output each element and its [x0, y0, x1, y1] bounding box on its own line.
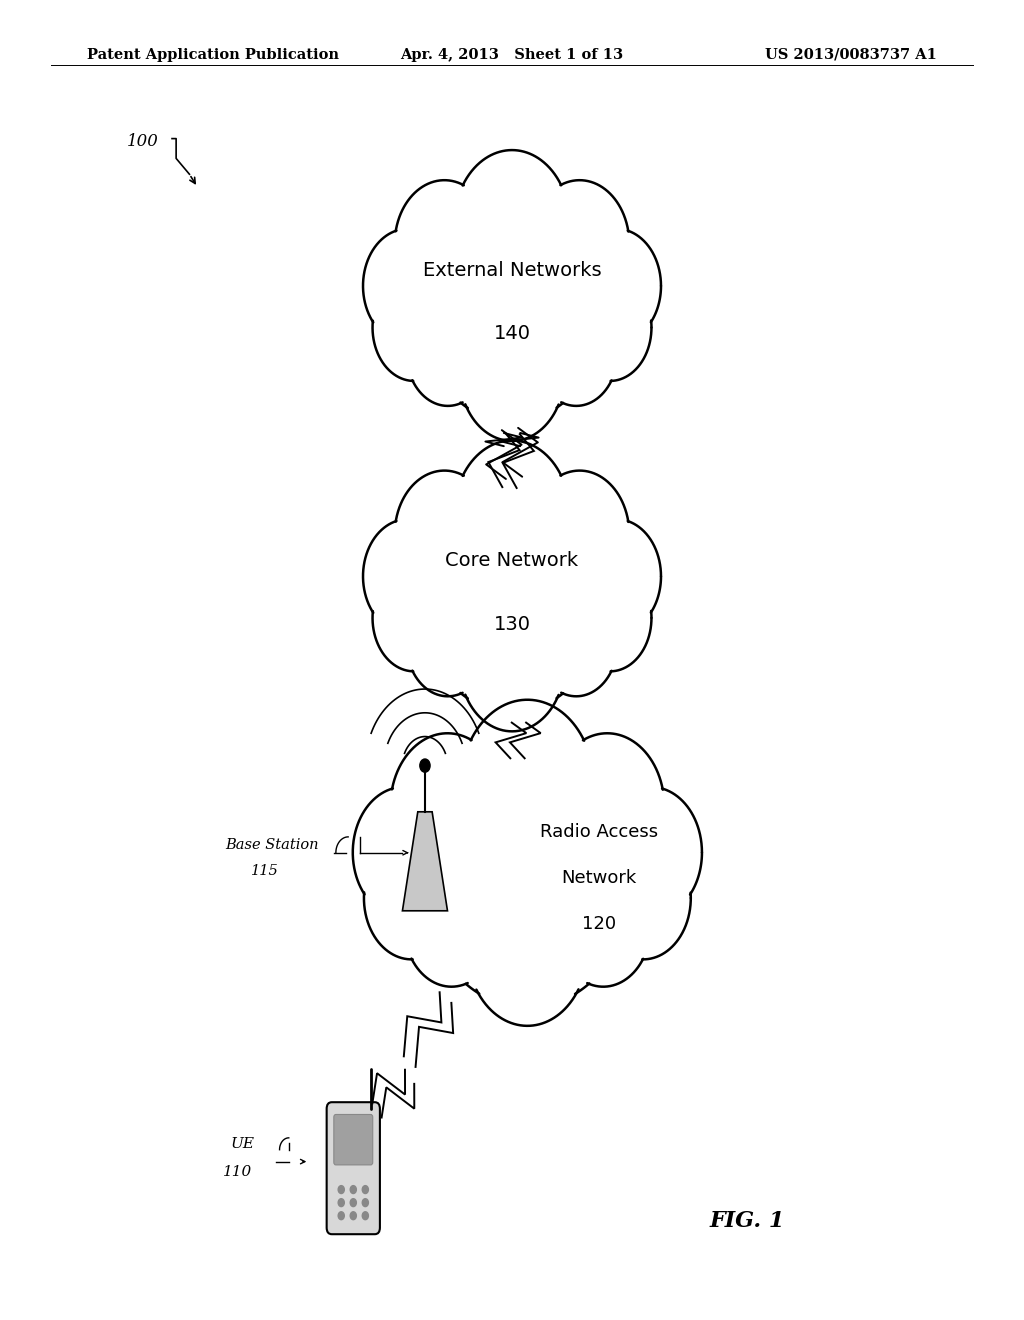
Text: FIG. 1: FIG. 1: [710, 1210, 785, 1232]
Text: 120: 120: [582, 915, 616, 933]
Polygon shape: [529, 181, 630, 309]
Polygon shape: [568, 275, 651, 381]
Circle shape: [362, 1185, 369, 1193]
Polygon shape: [353, 787, 455, 917]
Polygon shape: [461, 700, 594, 871]
Polygon shape: [373, 565, 456, 672]
Circle shape: [338, 1212, 344, 1220]
Text: 115: 115: [251, 865, 279, 878]
Circle shape: [350, 1185, 356, 1193]
Polygon shape: [402, 812, 447, 911]
Polygon shape: [416, 173, 608, 421]
Polygon shape: [460, 305, 564, 441]
Polygon shape: [454, 150, 570, 300]
Circle shape: [338, 1185, 344, 1193]
Polygon shape: [390, 734, 505, 880]
Polygon shape: [572, 228, 662, 343]
Polygon shape: [460, 595, 564, 731]
Text: 100: 100: [127, 133, 159, 149]
Circle shape: [362, 1212, 369, 1220]
Polygon shape: [407, 300, 489, 405]
Polygon shape: [417, 722, 639, 1007]
Circle shape: [338, 1199, 344, 1206]
Text: Patent Application Publication: Patent Application Publication: [87, 48, 339, 62]
Polygon shape: [550, 734, 665, 880]
Text: External Networks: External Networks: [423, 261, 601, 280]
Polygon shape: [416, 463, 608, 711]
FancyBboxPatch shape: [327, 1102, 380, 1234]
Polygon shape: [572, 519, 662, 634]
Polygon shape: [454, 441, 570, 590]
Circle shape: [420, 759, 430, 772]
Circle shape: [362, 1199, 369, 1206]
Polygon shape: [535, 300, 617, 405]
Text: 110: 110: [223, 1166, 253, 1179]
Polygon shape: [364, 519, 452, 634]
Circle shape: [350, 1199, 356, 1206]
Text: 140: 140: [494, 325, 530, 343]
Polygon shape: [403, 865, 499, 986]
Polygon shape: [373, 275, 456, 381]
Polygon shape: [407, 590, 489, 696]
Polygon shape: [529, 471, 630, 599]
Text: Network: Network: [561, 869, 637, 887]
FancyBboxPatch shape: [334, 1114, 373, 1164]
Text: Base Station: Base Station: [225, 838, 318, 851]
Polygon shape: [364, 837, 459, 960]
Polygon shape: [467, 870, 588, 1026]
Text: Radio Access: Radio Access: [540, 822, 658, 841]
Polygon shape: [364, 228, 452, 343]
Polygon shape: [600, 787, 702, 917]
Polygon shape: [596, 837, 691, 960]
Polygon shape: [556, 865, 651, 986]
Text: Core Network: Core Network: [445, 552, 579, 570]
Text: US 2013/0083737 A1: US 2013/0083737 A1: [765, 48, 937, 62]
Text: UE: UE: [230, 1138, 254, 1151]
Polygon shape: [535, 590, 617, 696]
Text: Apr. 4, 2013   Sheet 1 of 13: Apr. 4, 2013 Sheet 1 of 13: [400, 48, 624, 62]
Polygon shape: [568, 565, 651, 672]
Circle shape: [350, 1212, 356, 1220]
Polygon shape: [394, 471, 495, 599]
Text: 130: 130: [494, 615, 530, 634]
Polygon shape: [394, 181, 495, 309]
